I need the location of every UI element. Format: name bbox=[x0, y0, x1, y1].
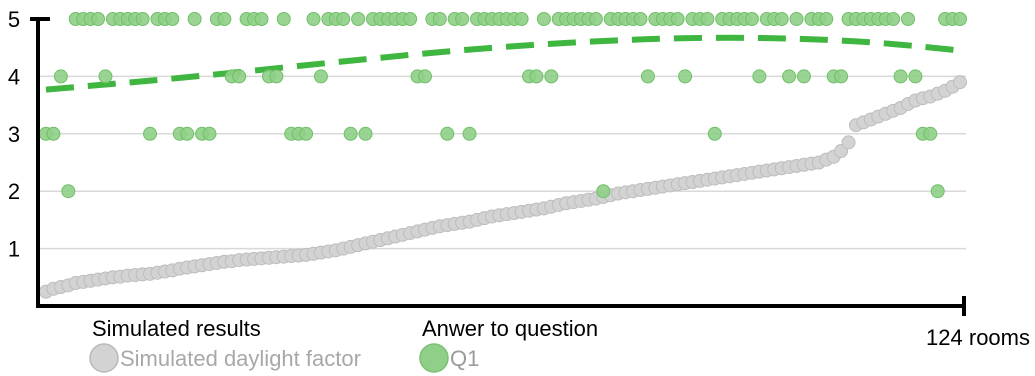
answer-point bbox=[744, 12, 759, 26]
legend-q1-entry: Q1 bbox=[450, 346, 479, 371]
answer-point bbox=[462, 126, 477, 141]
answer-point bbox=[455, 12, 470, 26]
answer-point bbox=[135, 12, 150, 26]
answer-point bbox=[254, 12, 269, 26]
answer-point bbox=[640, 69, 655, 84]
answer-point bbox=[700, 12, 715, 26]
answer-points bbox=[39, 12, 967, 199]
answer-point bbox=[633, 12, 648, 26]
answer-point bbox=[299, 126, 314, 141]
simulated-point bbox=[953, 75, 967, 90]
y-tick-label-1: 1 bbox=[8, 237, 20, 262]
legend-simulated-heading: Simulated results bbox=[92, 316, 261, 341]
answer-point bbox=[774, 12, 789, 26]
answer-point bbox=[900, 12, 915, 26]
answer-point bbox=[46, 126, 61, 141]
legend-simulated-marker bbox=[89, 343, 119, 373]
answer-point bbox=[782, 69, 797, 84]
answer-point bbox=[893, 69, 908, 84]
legend-q1-marker bbox=[419, 343, 449, 373]
answer-point bbox=[432, 12, 447, 26]
answer-point bbox=[670, 12, 685, 26]
answer-point bbox=[143, 126, 158, 141]
y-tick-label-2: 2 bbox=[8, 179, 20, 204]
answer-point bbox=[908, 69, 923, 84]
answer-point bbox=[886, 12, 901, 26]
answer-point bbox=[91, 12, 106, 26]
answer-point bbox=[276, 12, 291, 26]
answer-point bbox=[313, 69, 328, 84]
answer-point bbox=[707, 126, 722, 141]
answer-point bbox=[544, 69, 559, 84]
answer-point bbox=[789, 12, 804, 26]
legend-answer-heading: Anwer to question bbox=[422, 316, 598, 341]
y-tick-labels: 1 2 3 4 5 bbox=[8, 7, 20, 262]
simulated-point bbox=[841, 135, 856, 150]
answer-point bbox=[306, 12, 321, 26]
answer-point bbox=[358, 126, 373, 141]
y-tick-label-3: 3 bbox=[8, 122, 20, 147]
answer-point bbox=[98, 69, 113, 84]
answer-point bbox=[923, 126, 938, 141]
legend: Simulated results Simulated daylight fac… bbox=[89, 316, 598, 373]
answer-point bbox=[403, 12, 418, 26]
answer-point bbox=[180, 126, 195, 141]
answer-point bbox=[202, 126, 217, 141]
answer-point bbox=[165, 12, 180, 26]
legend-simulated-entry: Simulated daylight factor bbox=[120, 346, 361, 371]
answer-point bbox=[61, 184, 76, 199]
answer-point bbox=[819, 12, 834, 26]
answer-point bbox=[217, 12, 232, 26]
answer-point bbox=[336, 12, 351, 26]
answer-point bbox=[588, 12, 603, 26]
x-end-label: 124 rooms bbox=[926, 325, 1030, 350]
answer-point bbox=[232, 69, 247, 84]
answer-point bbox=[269, 69, 284, 84]
simulated-points bbox=[39, 75, 967, 299]
answer-point bbox=[752, 69, 767, 84]
trend-line bbox=[45, 34, 961, 93]
answer-point bbox=[834, 69, 849, 84]
answer-point bbox=[930, 184, 945, 199]
answer-point bbox=[351, 12, 366, 26]
answer-point bbox=[678, 69, 693, 84]
answer-point bbox=[596, 184, 611, 199]
answer-point bbox=[953, 12, 967, 26]
answer-point bbox=[187, 12, 202, 26]
answer-point bbox=[529, 69, 544, 84]
trend-line-group bbox=[45, 34, 961, 93]
answer-point bbox=[514, 12, 529, 26]
answer-point bbox=[343, 126, 358, 141]
answer-point bbox=[417, 69, 432, 84]
answer-point bbox=[53, 69, 68, 84]
answer-point bbox=[536, 12, 551, 26]
y-tick-label-5: 5 bbox=[8, 7, 20, 32]
axes bbox=[30, 17, 966, 316]
answer-point bbox=[796, 69, 811, 84]
answer-point bbox=[440, 126, 455, 141]
y-tick-label-4: 4 bbox=[8, 64, 20, 89]
